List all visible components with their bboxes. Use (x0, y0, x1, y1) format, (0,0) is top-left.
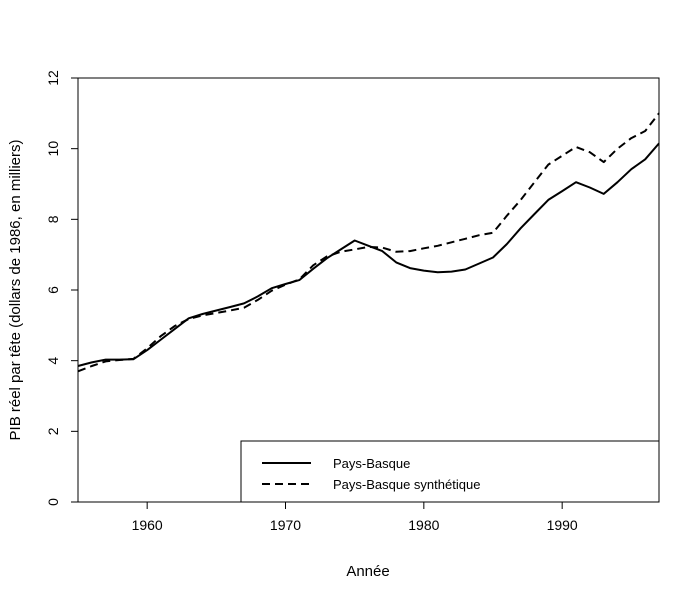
series-line-2 (77, 112, 660, 373)
y-tick-label: 6 (45, 286, 61, 294)
y-tick-label: 10 (45, 141, 61, 157)
y-axis: 0 2 4 6 8 10 12 (45, 70, 78, 506)
x-axis-label: Année (346, 563, 389, 580)
legend-label-1: Pays-Basque (333, 456, 410, 471)
x-tick-label: 1960 (132, 517, 163, 533)
plot-frame (77, 77, 660, 503)
y-tick-label: 12 (45, 70, 61, 86)
y-tick-label: 0 (45, 498, 61, 506)
legend: Pays-Basque Pays-Basque synthétique (240, 440, 660, 503)
plot-area (77, 77, 660, 503)
legend-box (240, 440, 660, 503)
x-tick-label: 1990 (547, 517, 578, 533)
y-tick-label: 2 (45, 427, 61, 435)
y-tick-label: 8 (45, 215, 61, 223)
y-axis-label: PIB réel par tête (dollars de 1986, en m… (7, 140, 24, 441)
y-tick-label: 4 (45, 357, 61, 365)
x-tick-label: 1980 (408, 517, 439, 533)
legend-label-2: Pays-Basque synthétique (333, 477, 480, 492)
series-line-1 (77, 142, 660, 367)
x-tick-label: 1970 (270, 517, 301, 533)
x-axis: 1960 1970 1980 1990 (132, 502, 578, 533)
